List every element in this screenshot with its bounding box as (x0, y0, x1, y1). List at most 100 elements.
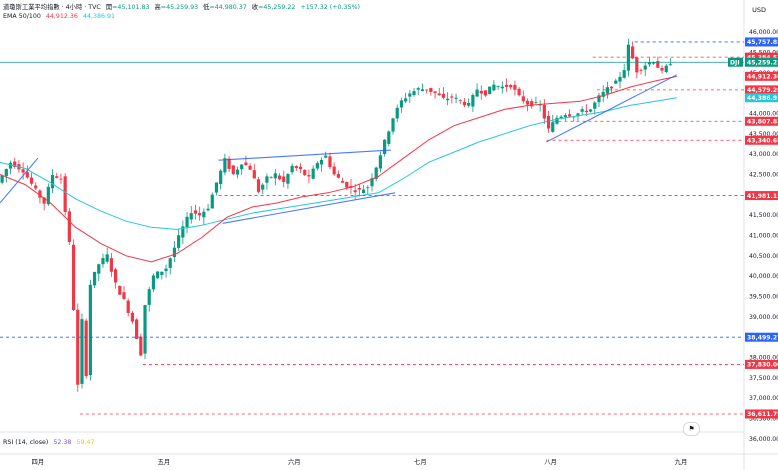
candle[interactable] (105, 254, 109, 262)
candle[interactable] (450, 96, 454, 98)
candle[interactable] (668, 64, 673, 66)
candle[interactable] (130, 312, 135, 322)
candle[interactable] (370, 178, 374, 187)
candle[interactable] (647, 62, 652, 65)
candle[interactable] (198, 213, 202, 216)
candle[interactable] (479, 90, 483, 94)
candle[interactable] (315, 163, 319, 169)
candle[interactable] (193, 210, 198, 214)
ema50-line[interactable] (0, 75, 677, 263)
candle[interactable] (492, 84, 496, 91)
candle[interactable] (446, 98, 450, 101)
candle[interactable] (525, 100, 530, 105)
candle[interactable] (635, 57, 639, 73)
candle[interactable] (580, 109, 584, 112)
candle[interactable] (353, 190, 357, 193)
candle[interactable] (71, 244, 76, 310)
candle[interactable] (555, 117, 559, 124)
candle[interactable] (387, 131, 391, 144)
candle[interactable] (475, 89, 479, 97)
candle[interactable] (324, 155, 328, 158)
candle[interactable] (513, 84, 517, 90)
candle[interactable] (294, 166, 298, 169)
candle[interactable] (13, 161, 17, 168)
candle[interactable] (622, 70, 626, 78)
candle[interactable] (38, 190, 42, 198)
candle[interactable] (408, 93, 412, 97)
trendline[interactable] (546, 74, 677, 143)
candle[interactable] (50, 174, 55, 189)
candle[interactable] (277, 175, 282, 180)
candle[interactable] (521, 96, 525, 102)
candle[interactable] (605, 87, 609, 94)
candle[interactable] (609, 86, 614, 89)
candle[interactable] (290, 165, 294, 173)
candle[interactable] (21, 169, 25, 173)
candle[interactable] (588, 109, 593, 112)
candle[interactable] (63, 176, 67, 212)
candle[interactable] (206, 208, 210, 211)
candle[interactable] (118, 285, 122, 295)
candle[interactable] (240, 164, 244, 170)
price-label-box[interactable] (745, 332, 778, 342)
candle[interactable] (530, 101, 534, 107)
candle[interactable] (256, 179, 261, 192)
candle[interactable] (429, 87, 433, 92)
price-label-box[interactable] (745, 57, 778, 67)
price-label-box[interactable] (745, 37, 778, 47)
ema100-line[interactable] (0, 97, 677, 230)
candle[interactable] (84, 320, 88, 377)
candle[interactable] (458, 99, 462, 101)
candle[interactable] (328, 156, 332, 167)
candle[interactable] (601, 91, 605, 97)
candle[interactable] (214, 182, 219, 193)
candle[interactable] (76, 309, 80, 385)
candle[interactable] (467, 102, 471, 106)
candle[interactable] (425, 89, 429, 91)
candle[interactable] (404, 98, 408, 102)
candle[interactable] (172, 247, 177, 258)
candle[interactable] (219, 170, 223, 185)
candle[interactable] (122, 292, 126, 299)
price-label-box[interactable] (745, 93, 778, 103)
candle[interactable] (97, 264, 101, 274)
candle[interactable] (265, 176, 269, 183)
candle[interactable] (4, 169, 8, 177)
candle[interactable] (46, 186, 50, 205)
price-label-box[interactable] (745, 52, 778, 62)
candle[interactable] (614, 80, 618, 84)
candle[interactable] (34, 185, 38, 189)
price-label-box[interactable] (745, 71, 778, 81)
price-label-box[interactable] (745, 359, 778, 369)
candle[interactable] (399, 100, 404, 108)
candle[interactable] (496, 86, 500, 87)
candle[interactable] (42, 197, 46, 204)
candle[interactable] (412, 91, 416, 96)
candle[interactable] (231, 165, 235, 175)
candle[interactable] (164, 268, 168, 272)
candle[interactable] (563, 115, 567, 118)
trendline[interactable] (0, 157, 39, 204)
candle[interactable] (189, 213, 193, 220)
symbol-badge[interactable] (728, 57, 743, 67)
candle[interactable] (244, 162, 248, 166)
candle[interactable] (631, 46, 635, 59)
candle[interactable] (332, 166, 336, 175)
candle[interactable] (626, 44, 631, 71)
candle[interactable] (576, 113, 580, 117)
candle[interactable] (391, 118, 395, 132)
rsi-legend[interactable]: RSI (14, close) 52.38 59.47 (3, 438, 97, 447)
candle[interactable] (151, 275, 156, 290)
candle[interactable] (559, 116, 563, 119)
candle[interactable] (202, 211, 206, 218)
candle[interactable] (504, 84, 509, 87)
price-label-box[interactable] (745, 116, 778, 126)
price-label-box[interactable] (745, 135, 778, 145)
candle[interactable] (59, 178, 63, 180)
candle[interactable] (126, 300, 130, 313)
candle[interactable] (416, 88, 420, 90)
candle[interactable] (395, 107, 399, 119)
candle[interactable] (160, 271, 164, 275)
candle[interactable] (282, 176, 286, 183)
